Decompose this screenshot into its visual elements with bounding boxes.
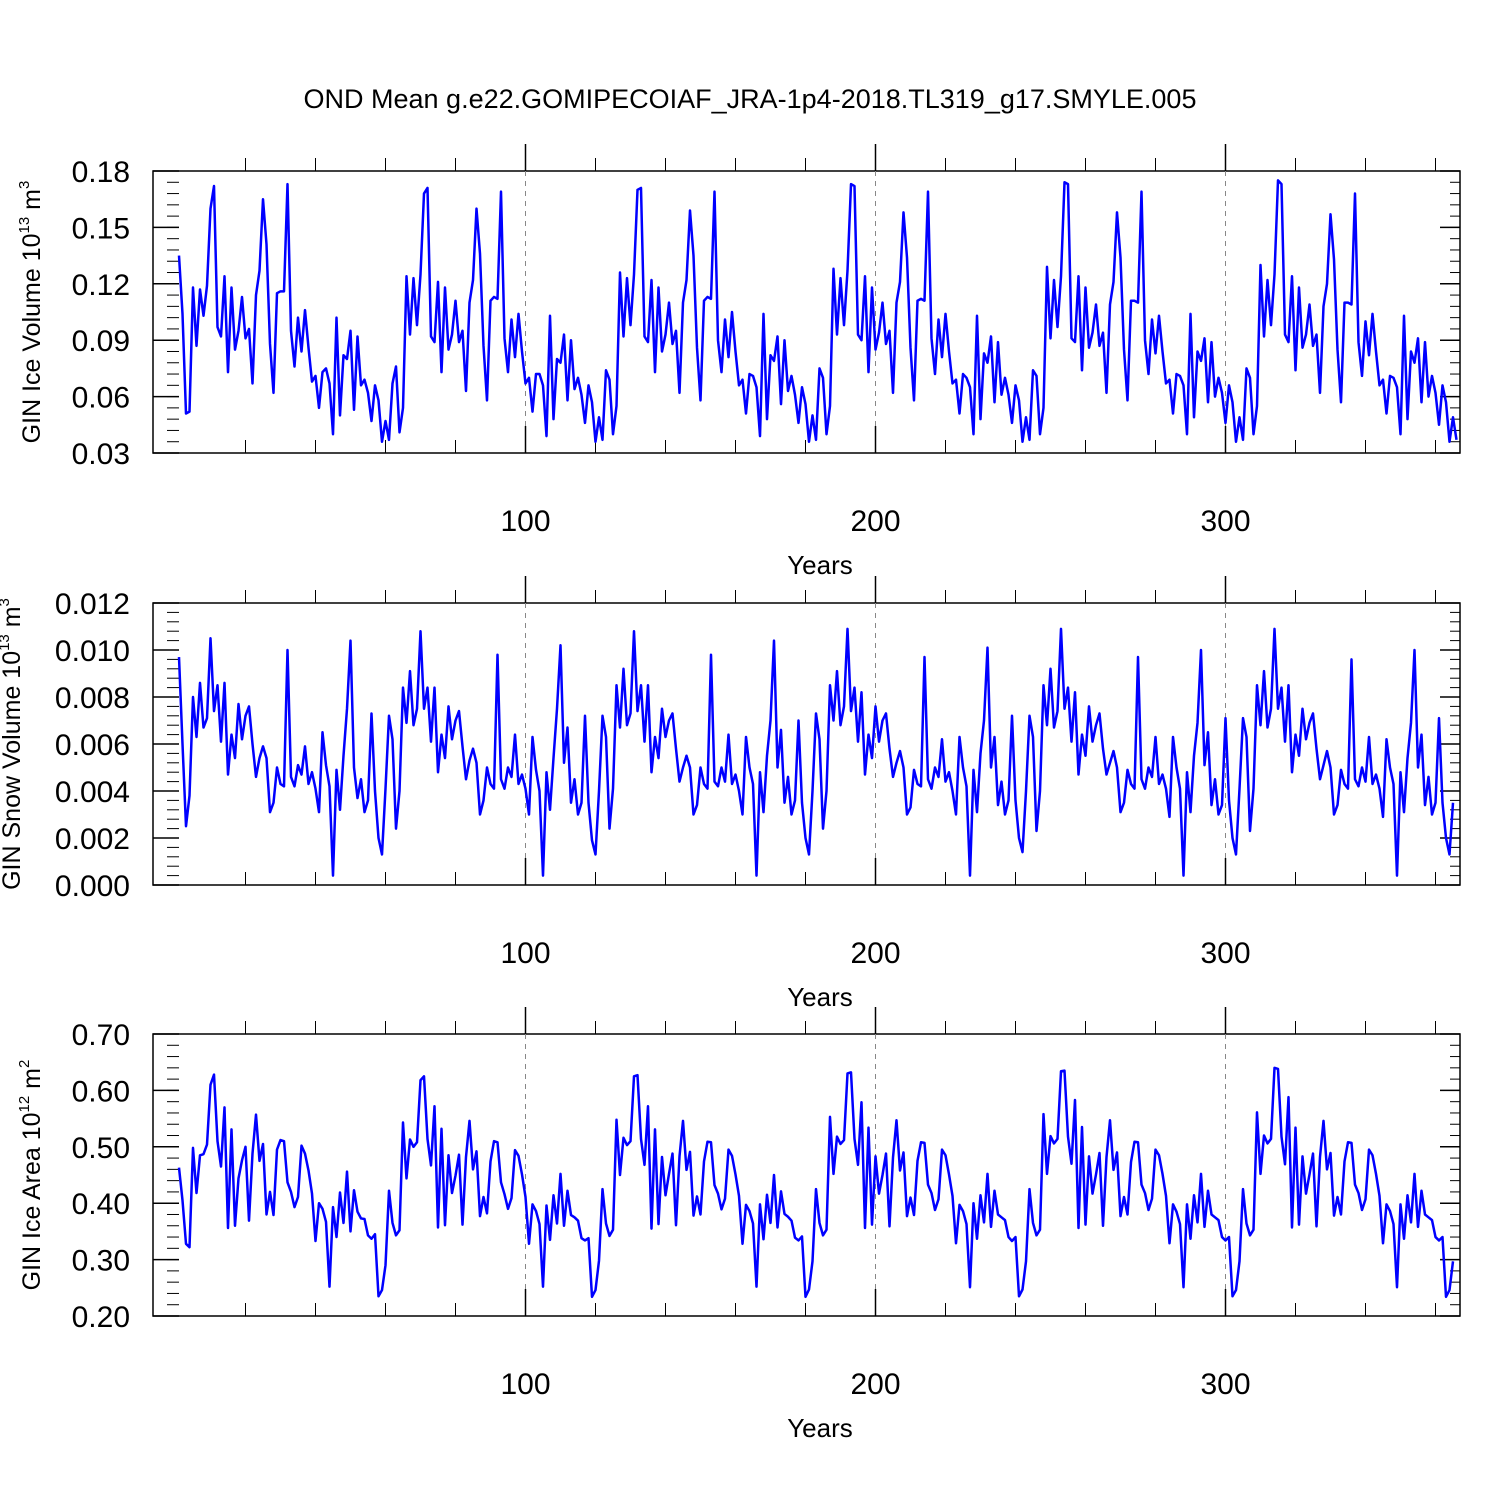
x-tick-label: 200 xyxy=(850,1368,900,1401)
panel-ice-volume: 0.03 0.06 0.09 0.12 0.15 0.18 100 200 300 Years… xyxy=(16,144,1461,580)
y-tick-label: 0.002 xyxy=(55,823,130,856)
x-axis-label: Years xyxy=(787,982,853,1012)
plot-frame xyxy=(152,1033,1461,1317)
y-tick-label: 0.18 xyxy=(72,156,130,189)
y-tick-label: 0.000 xyxy=(55,870,130,903)
y-tick-label: 0.006 xyxy=(55,729,130,762)
y-tick-label: 0.004 xyxy=(55,776,130,809)
x-tick-label: 100 xyxy=(500,1368,550,1401)
x-tick-label: 200 xyxy=(850,505,900,538)
x-tick-labels: 100 200 300 xyxy=(500,1368,1250,1401)
y-tick-label: 0.09 xyxy=(72,325,130,358)
series-line-ice-volume xyxy=(177,179,1458,443)
y-axis-label: GIN Snow Volume 1013 m3 xyxy=(0,598,26,890)
y-tick-label: 0.50 xyxy=(72,1132,130,1165)
y-tick-labels: 0.20 0.30 0.40 0.50 0.60 0.70 xyxy=(72,1019,130,1334)
y-tick-label: 0.60 xyxy=(72,1075,130,1108)
x-tick-label: 300 xyxy=(1200,1368,1250,1401)
x-axis-label: Years xyxy=(787,1413,853,1443)
x-tick-label: 300 xyxy=(1200,505,1250,538)
axis-ticks xyxy=(153,144,1460,454)
y-tick-label: 0.010 xyxy=(55,635,130,668)
panel-snow-volume: 0.000 0.002 0.004 0.006 0.008 0.010 0.012 100 2… xyxy=(0,576,1461,1012)
x-tick-labels: 100 200 300 xyxy=(500,505,1250,538)
x-tick-label: 100 xyxy=(500,505,550,538)
y-tick-label: 0.20 xyxy=(72,1301,130,1334)
y-tick-label: 0.012 xyxy=(55,588,130,621)
y-tick-label: 0.40 xyxy=(72,1188,130,1221)
y-tick-label: 0.12 xyxy=(72,269,130,302)
y-tick-labels: 0.03 0.06 0.09 0.12 0.15 0.18 xyxy=(72,156,130,471)
x-axis-label: Years xyxy=(787,550,853,580)
y-tick-label: 0.008 xyxy=(55,682,130,715)
y-axis-label: GIN Ice Area 1012 m2 xyxy=(16,1060,46,1291)
y-tick-label: 0.06 xyxy=(72,382,130,415)
panel-ice-area: 0.20 0.30 0.40 0.50 0.60 0.70 100 200 300 Years… xyxy=(16,1007,1461,1443)
x-tick-label: 200 xyxy=(850,937,900,970)
x-tick-label: 300 xyxy=(1200,937,1250,970)
series-line-ice-area xyxy=(177,1066,1455,1299)
axis-ticks xyxy=(153,1007,1460,1317)
y-tick-label: 0.03 xyxy=(72,438,130,471)
vertical-grid xyxy=(525,171,1226,453)
y-tick-label: 0.15 xyxy=(72,212,130,245)
x-tick-label: 100 xyxy=(500,937,550,970)
axis-ticks xyxy=(153,576,1460,886)
y-tick-labels: 0.000 0.002 0.004 0.006 0.008 0.010 0.012 xyxy=(55,588,130,903)
series-line-snow-volume xyxy=(177,627,1455,877)
y-tick-label: 0.70 xyxy=(72,1019,130,1052)
y-tick-label: 0.30 xyxy=(72,1245,130,1278)
y-axis-label: GIN Ice Volume 1013 m3 xyxy=(16,181,46,444)
x-tick-labels: 100 200 300 xyxy=(500,937,1250,970)
figure-title: OND Mean g.e22.GOMIPECOIAF_JRA-1p4-2018.… xyxy=(304,84,1197,114)
plot-frame xyxy=(152,170,1461,454)
